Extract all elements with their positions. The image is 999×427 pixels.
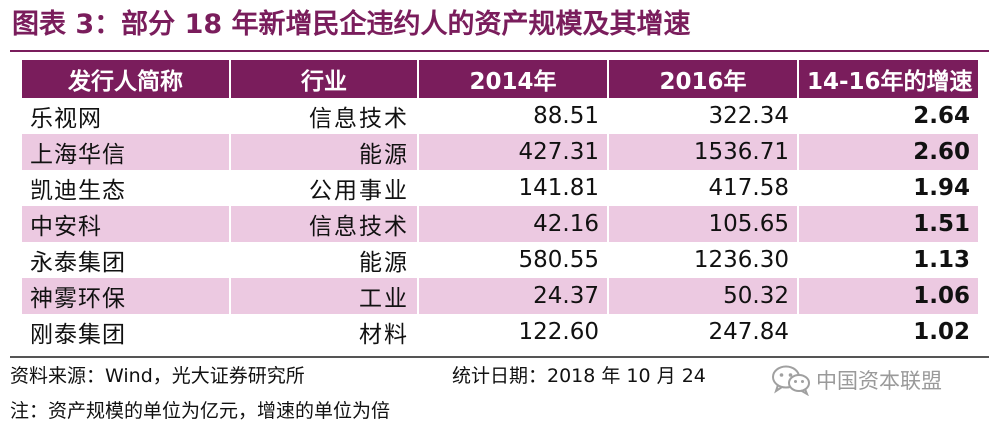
- industry: 公用事业: [229, 170, 418, 206]
- growth-value: 1.13: [797, 242, 978, 278]
- table-bottom-divider: [10, 356, 989, 358]
- industry: 材料: [229, 314, 418, 350]
- table-row: 中安科 信息技术 42.16 105.65 1.51: [22, 206, 978, 242]
- header-issuer: 发行人简称: [22, 60, 230, 98]
- assets-2014: 427.31: [417, 134, 608, 170]
- table-row: 刚泰集团 材料 122.60 247.84 1.02: [22, 314, 978, 350]
- table-row: 凯迪生态 公用事业 141.81 417.58 1.94: [22, 170, 978, 206]
- assets-2014: 88.51: [417, 98, 608, 134]
- table-header-row: 发行人简称 行业 2014年 2016年 14-16年的增速: [22, 60, 978, 98]
- assets-2014: 580.55: [417, 242, 608, 278]
- issuer-table: 发行人简称 行业 2014年 2016年 14-16年的增速 乐视网 信息技术 …: [22, 60, 978, 350]
- growth-value: 1.51: [797, 206, 978, 242]
- assets-2014: 42.16: [417, 206, 608, 242]
- watermark: 中国资本联盟: [770, 360, 992, 400]
- header-growth: 14-16年的增速: [797, 60, 978, 98]
- industry: 信息技术: [229, 98, 418, 134]
- wechat-icon: [770, 364, 812, 397]
- header-2016: 2016年: [607, 60, 798, 98]
- table-row: 乐视网 信息技术 88.51 322.34 2.64: [22, 98, 978, 134]
- title-divider: [10, 50, 989, 52]
- industry: 工业: [229, 278, 418, 314]
- table-row: 上海华信 能源 427.31 1536.71 2.60: [22, 134, 978, 170]
- growth-value: 1.94: [797, 170, 978, 206]
- assets-2014: 122.60: [417, 314, 608, 350]
- assets-2016: 322.34: [607, 98, 798, 134]
- figure-title: 图表 3：部分 18 年新增民企违约人的资产规模及其增速: [12, 9, 691, 40]
- assets-2014: 141.81: [417, 170, 608, 206]
- date-note: 统计日期：2018 年 10 月 24: [452, 365, 706, 387]
- issuer-name: 凯迪生态: [30, 178, 126, 204]
- growth-value: 2.64: [797, 98, 978, 134]
- issuer-name: 永泰集团: [30, 250, 126, 276]
- watermark-text: 中国资本联盟: [816, 369, 942, 393]
- issuer-name: 中安科: [22, 206, 230, 242]
- growth-value: 1.02: [797, 314, 978, 350]
- assets-2016: 105.65: [607, 206, 798, 242]
- issuer-name: 上海华信: [22, 134, 230, 170]
- industry: 能源: [229, 134, 418, 170]
- assets-2014: 24.37: [417, 278, 608, 314]
- issuer-name: 乐视网: [30, 106, 102, 132]
- header-2014: 2014年: [417, 60, 608, 98]
- assets-2016: 1236.30: [607, 242, 798, 278]
- header-industry: 行业: [229, 60, 418, 98]
- issuer-name: 神雾环保: [22, 278, 230, 314]
- growth-value: 1.06: [797, 278, 978, 314]
- industry: 能源: [229, 242, 418, 278]
- growth-value: 2.60: [797, 134, 978, 170]
- unit-note: 注：资产规模的单位为亿元，增速的单位为倍: [10, 400, 391, 422]
- assets-2016: 417.58: [607, 170, 798, 206]
- assets-2016: 247.84: [607, 314, 798, 350]
- industry: 信息技术: [229, 206, 418, 242]
- source-note: 资料来源：Wind，光大证券研究所: [10, 365, 305, 387]
- issuer-name: 刚泰集团: [30, 322, 126, 348]
- assets-2016: 1536.71: [607, 134, 798, 170]
- table-row: 永泰集团 能源 580.55 1236.30 1.13: [22, 242, 978, 278]
- table-row: 神雾环保 工业 24.37 50.32 1.06: [22, 278, 978, 314]
- assets-2016: 50.32: [607, 278, 798, 314]
